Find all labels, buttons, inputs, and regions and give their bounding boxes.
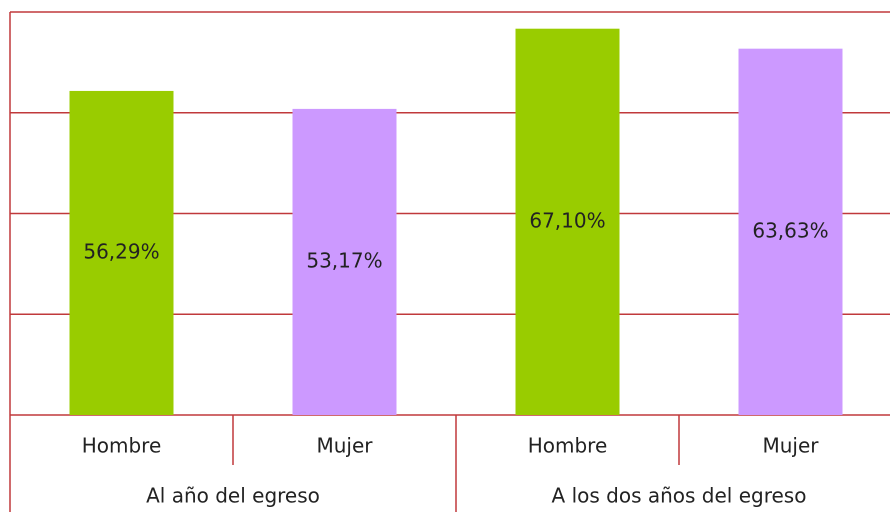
value-label: 67,10% xyxy=(529,208,605,232)
group-label: A los dos años del egreso xyxy=(552,484,807,508)
bar xyxy=(738,48,843,415)
x-tick-label: Hombre xyxy=(82,434,162,458)
bar xyxy=(515,28,620,416)
x-tick-label: Mujer xyxy=(316,434,373,458)
group-label: Al año del egreso xyxy=(146,484,320,508)
bar xyxy=(69,90,174,416)
bar xyxy=(292,108,397,416)
x-tick-label: Mujer xyxy=(762,434,819,458)
value-label: 56,29% xyxy=(83,239,159,263)
x-tick-label: Hombre xyxy=(528,434,608,458)
value-label: 53,17% xyxy=(306,248,382,272)
value-label: 63,63% xyxy=(752,218,828,242)
